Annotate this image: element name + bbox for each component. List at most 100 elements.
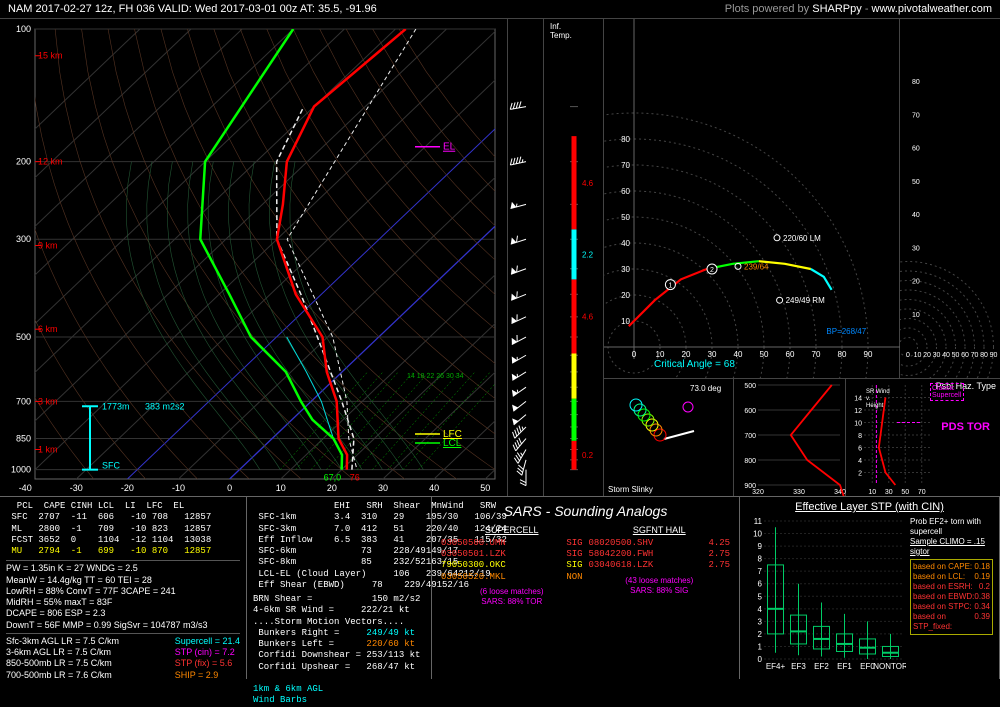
svg-text:20: 20 [327,483,337,493]
svg-text:14 18 22 26 30 34: 14 18 22 26 30 34 [407,373,464,380]
composite-indices: Supercell = 21.4STP (cin) = 7.2STP (fix)… [175,636,240,681]
svg-text:4.6: 4.6 [582,179,594,188]
svg-text:3: 3 [758,617,763,626]
svg-text:600: 600 [744,408,756,415]
sars-title: SARS - Sounding Analogs [438,503,733,521]
svg-text:1: 1 [758,642,763,651]
srw-panel: 246810121410305070SR Windv.Height Psbl H… [846,379,1000,496]
svg-text:1000: 1000 [11,465,31,475]
svg-text:60: 60 [912,146,920,153]
svg-text:73.0 deg: 73.0 deg [690,384,721,393]
svg-text:300: 300 [16,234,31,244]
svg-text:40: 40 [429,483,439,493]
svg-text:500: 500 [16,332,31,342]
svg-text:5: 5 [758,592,763,601]
sars-supercell: SUPERCELL03050500.UMNSIG03050501.LZKSIG7… [441,525,583,607]
kinematic-table: EHI SRH Shear MnWind SRW SFC-1km 3.4 310… [253,501,425,591]
svg-text:20: 20 [682,350,691,359]
svg-text:30: 30 [933,352,941,359]
svg-text:80: 80 [621,135,630,144]
svg-text:9: 9 [758,542,763,551]
svg-text:70: 70 [971,352,979,359]
svg-text:-20: -20 [121,483,134,493]
svg-text:0: 0 [906,352,910,359]
svg-text:2: 2 [710,267,714,274]
svg-text:30: 30 [885,489,893,496]
svg-text:320: 320 [752,489,764,496]
header-right: Plots powered by SHARPpy - www.pivotalwe… [725,3,992,15]
svg-text:30: 30 [378,483,388,493]
svg-text:50: 50 [952,352,960,359]
svg-text:2: 2 [758,630,763,639]
winds-panel [508,19,544,496]
stp-title: Effective Layer STP (with CIN) [746,501,993,515]
svg-text:10: 10 [276,483,286,493]
svg-text:10: 10 [753,529,762,538]
svg-text:800: 800 [744,458,756,465]
svg-text:Height: Height [866,403,884,409]
svg-text:8: 8 [858,433,862,440]
svg-text:80: 80 [838,350,847,359]
svg-text:40: 40 [942,352,950,359]
sars-hail: SGFNT HAIL08020500.SHV4.2558042200.FWH2.… [588,525,730,607]
parcel-table: PCL CAPE CINH LCL LI LFC EL SFC 2707 -11… [6,501,240,557]
svg-text:14: 14 [854,396,862,403]
svg-text:EF2: EF2 [814,662,829,671]
stp-panel: Effective Layer STP (with CIN) 012345678… [740,497,1000,679]
pds-tor: PDS TOR [941,421,990,433]
svg-text:220/60 LM: 220/60 LM [783,234,821,243]
svg-text:0: 0 [227,483,232,493]
svg-text:70: 70 [918,489,926,496]
svg-text:1: 1 [668,283,672,290]
kinematic-params: EHI SRH Shear MnWind SRW SFC-1km 3.4 310… [247,497,432,679]
svg-text:30: 30 [912,245,920,252]
svg-text:20: 20 [621,291,630,300]
header: NAM 2017-02-27 12z, FH 036 VALID: Wed 20… [0,0,1000,19]
svg-text:0: 0 [758,655,763,664]
inferred-temp-panel: Inf.Temp. 0.24.62.24.6 [544,19,604,496]
svg-text:10: 10 [912,312,920,319]
link-pivotal[interactable]: www.pivotalweather.com [872,3,992,15]
lapse-rates: Sfc-3km AGL LR = 7.5 C/km3-6km AGL LR = … [6,636,119,681]
svg-text:-10: -10 [172,483,185,493]
kinematic-extra: BRN Shear = 150 m2/s2 4-6km SR Wind = 22… [253,594,425,707]
svg-text:90: 90 [864,350,873,359]
svg-text:10: 10 [868,489,876,496]
svg-text:40: 40 [912,212,920,219]
link-sharppy[interactable]: SHARPpy [812,3,862,15]
svg-text:50: 50 [480,483,490,493]
svg-text:BP=268/47: BP=268/47 [826,327,866,336]
svg-text:90: 90 [990,352,998,359]
svg-text:383 m2s2: 383 m2s2 [145,401,185,411]
svg-text:70: 70 [621,161,630,170]
svg-text:40: 40 [621,239,630,248]
svg-text:EF1: EF1 [837,662,852,671]
svg-text:70: 70 [912,112,920,119]
svg-text:60: 60 [961,352,969,359]
svg-text:6: 6 [858,446,862,453]
svg-text:60: 60 [621,187,630,196]
skewt-panel: 1002003005007008501000 14 18 22 26 30 34… [0,19,508,496]
svg-text:-40: -40 [19,483,32,493]
svg-text:500: 500 [744,383,756,390]
svg-text:20: 20 [923,352,931,359]
svg-text:EL: EL [443,142,456,153]
svg-text:80: 80 [912,79,920,86]
main: 1002003005007008501000 14 18 22 26 30 34… [0,19,1000,496]
svg-text:SR Wind: SR Wind [866,389,890,395]
svg-text:LCL: LCL [443,438,462,449]
svg-text:20: 20 [912,279,920,286]
svg-text:Storm Slinky: Storm Slinky [608,485,653,494]
svg-text:330: 330 [793,489,805,496]
svg-text:239/64: 239/64 [744,262,769,271]
svg-text:-30: -30 [70,483,83,493]
svg-text:2: 2 [858,471,862,478]
svg-text:6: 6 [758,579,763,588]
stp-info: Prob EF2+ torn with supercell Sample CLI… [906,517,993,672]
svg-text:60: 60 [786,350,795,359]
svg-text:700: 700 [16,396,31,406]
hodo-column: 01020304050607080901020304050607080220/6… [604,19,1000,496]
theta-e-panel: 500600700800900320330340 [734,379,846,496]
svg-text:4: 4 [758,605,763,614]
svg-text:100: 100 [16,24,31,34]
